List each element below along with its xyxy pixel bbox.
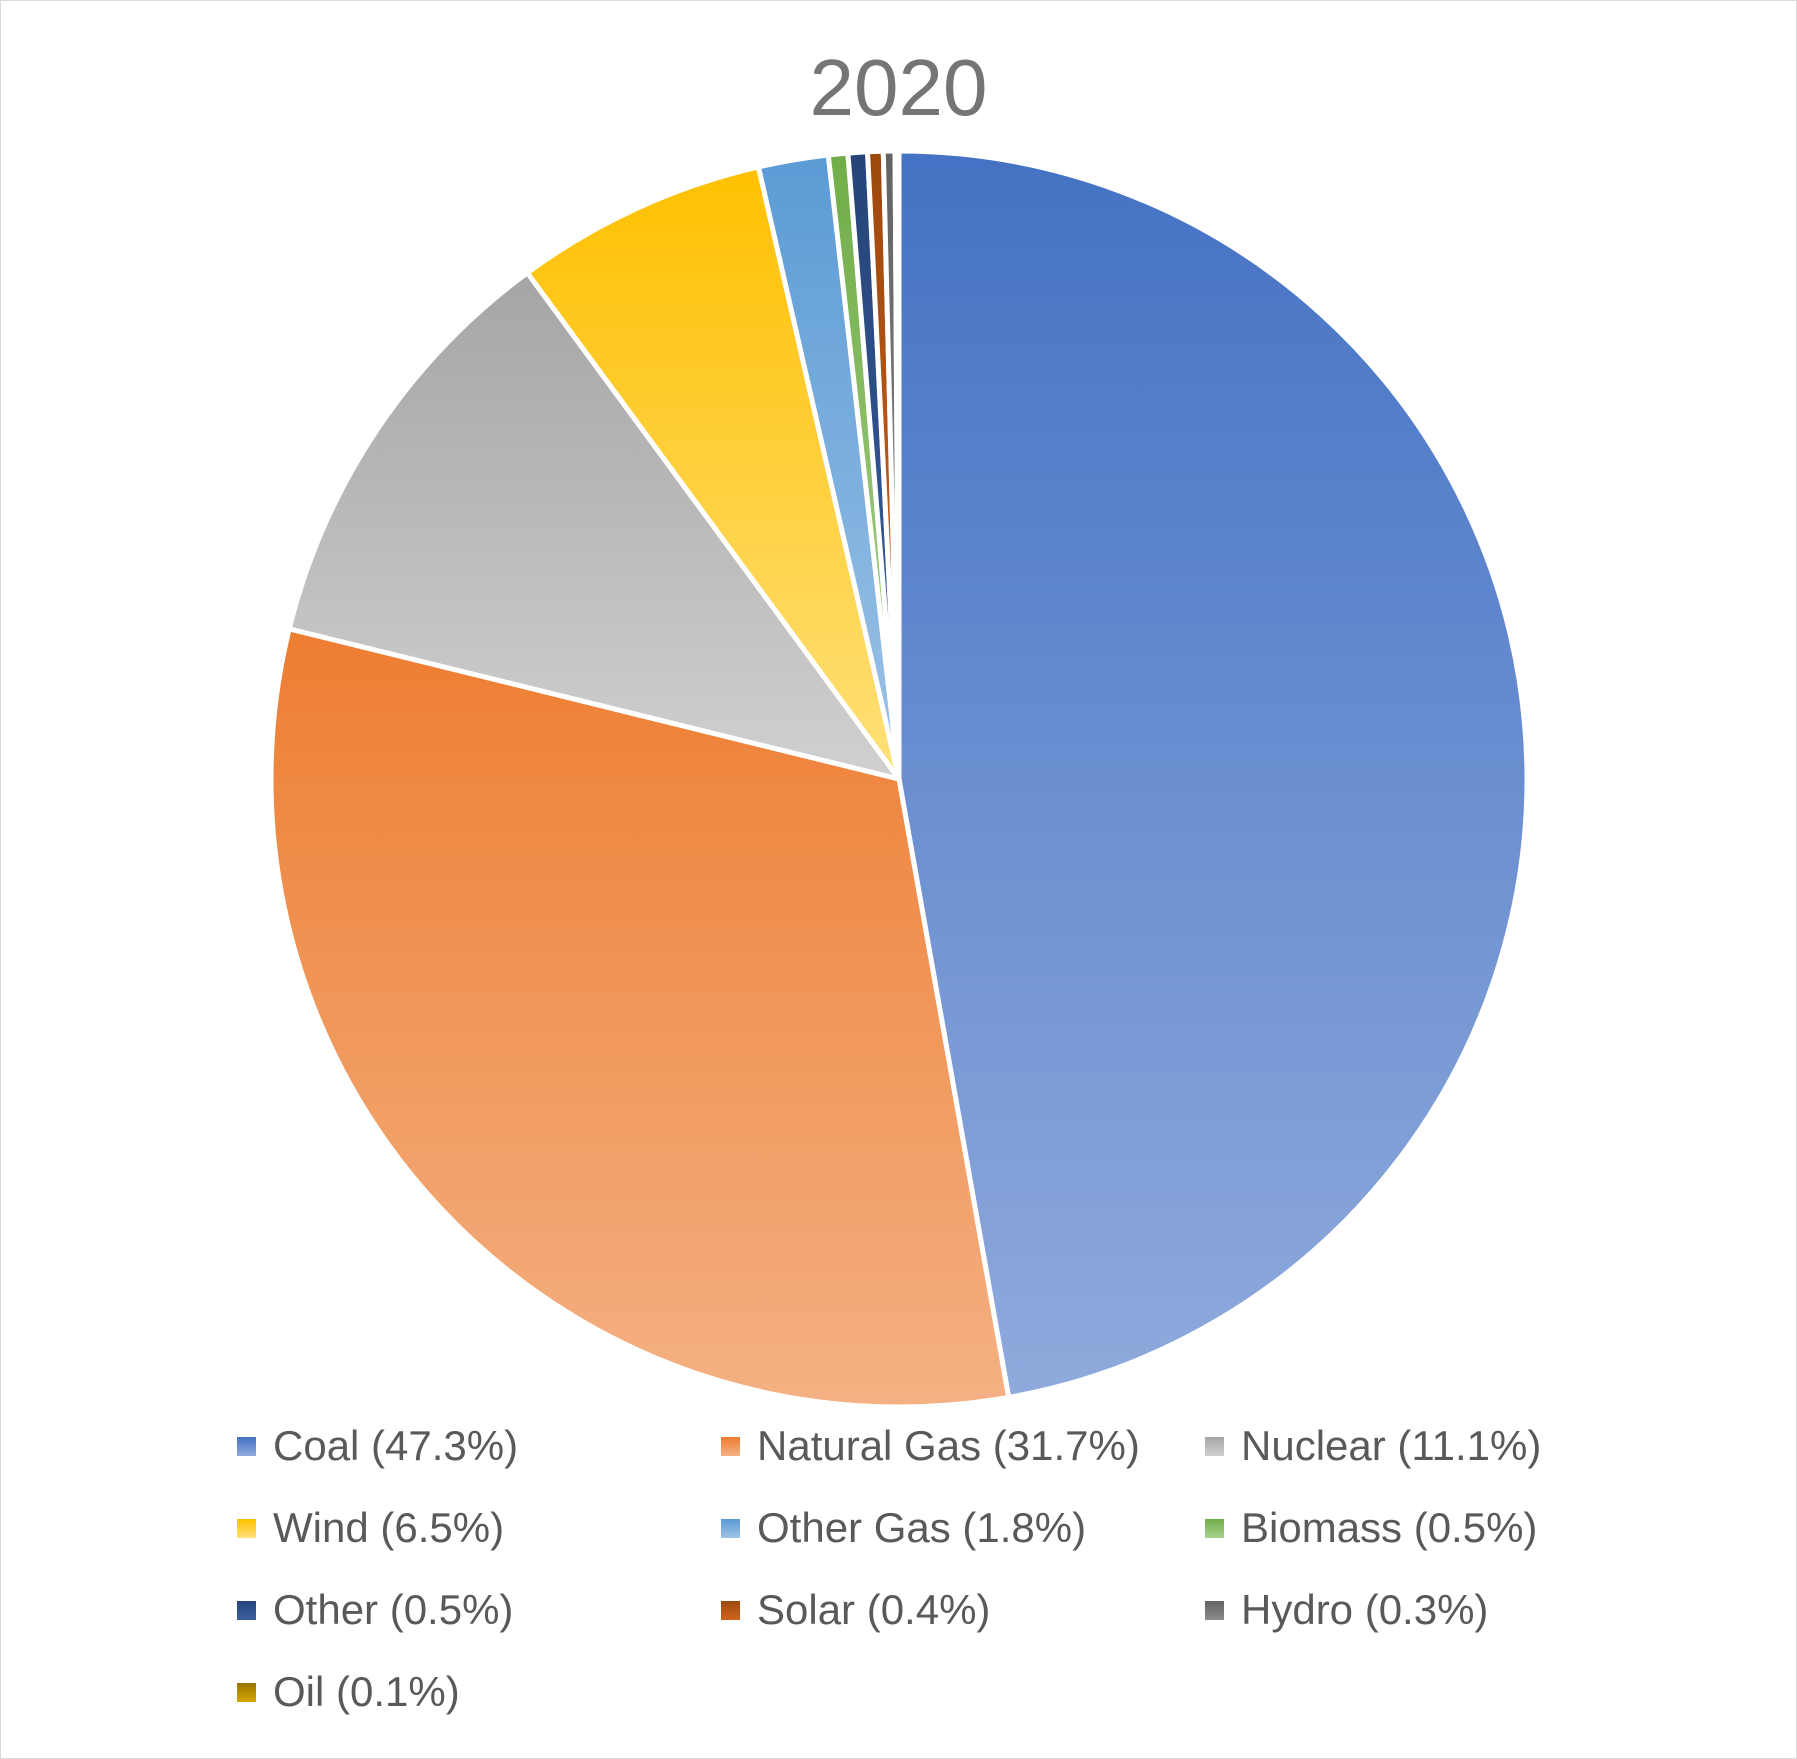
legend-item-biomass: Biomass (0.5%) (1205, 1498, 1537, 1558)
legend-swatch-other (237, 1600, 256, 1620)
legend-label-nuclear: Nuclear (11.1%) (1241, 1422, 1542, 1469)
legend-label-other: Other (0.5%) (273, 1586, 514, 1633)
legend-item-coal: Coal (47.3%) (237, 1416, 518, 1476)
legend-label-natural-gas: Natural Gas (31.7%) (757, 1422, 1140, 1469)
legend-label-hydro: Hydro (0.3%) (1241, 1586, 1489, 1633)
legend-item-wind: Wind (6.5%) (237, 1498, 504, 1558)
legend-swatch-coal (237, 1436, 256, 1456)
legend-swatch-biomass (1205, 1518, 1224, 1538)
legend-item-solar: Solar (0.4%) (721, 1580, 990, 1640)
legend-label-solar: Solar (0.4%) (757, 1586, 991, 1633)
legend-item-oil: Oil (0.1%) (237, 1662, 460, 1722)
legend-swatch-nuclear (1205, 1436, 1224, 1456)
legend-label-coal: Coal (47.3%) (273, 1422, 519, 1469)
legend-label-biomass: Biomass (0.5%) (1241, 1504, 1538, 1551)
legend-item-natural-gas: Natural Gas (31.7%) (721, 1416, 1140, 1476)
pie-slice-natural-gas (268, 626, 1012, 1410)
pie-slice-oil (892, 148, 902, 782)
pie-slice-coal (896, 148, 1530, 1400)
legend-swatch-hydro (1205, 1600, 1224, 1620)
legend-item-other-gas: Other Gas (1.8%) (721, 1498, 1086, 1558)
legend: Coal (47.3%) Natural Gas (31.7%) Nuclear (… (0, 1416, 1797, 1746)
chart-title: 2020 (809, 43, 988, 132)
legend-swatch-oil (237, 1682, 256, 1702)
legend-label-other-gas: Other Gas (1.8%) (757, 1504, 1087, 1551)
legend-item-hydro: Hydro (0.3%) (1205, 1580, 1488, 1640)
legend-label-wind: Wind (6.5%) (273, 1504, 505, 1551)
legend-swatch-solar (721, 1600, 740, 1620)
pie-slice-wind (524, 164, 902, 782)
legend-swatch-other-gas (721, 1518, 740, 1538)
legend-swatch-wind (237, 1518, 256, 1538)
pie-slices (268, 148, 1530, 1410)
legend-item-nuclear: Nuclear (11.1%) (1205, 1416, 1541, 1476)
legend-item-other: Other (0.5%) (237, 1580, 513, 1640)
pie-slice-nuclear (286, 270, 902, 782)
legend-swatch-natural-gas (721, 1436, 740, 1456)
legend-label-oil: Oil (0.1%) (273, 1668, 460, 1715)
